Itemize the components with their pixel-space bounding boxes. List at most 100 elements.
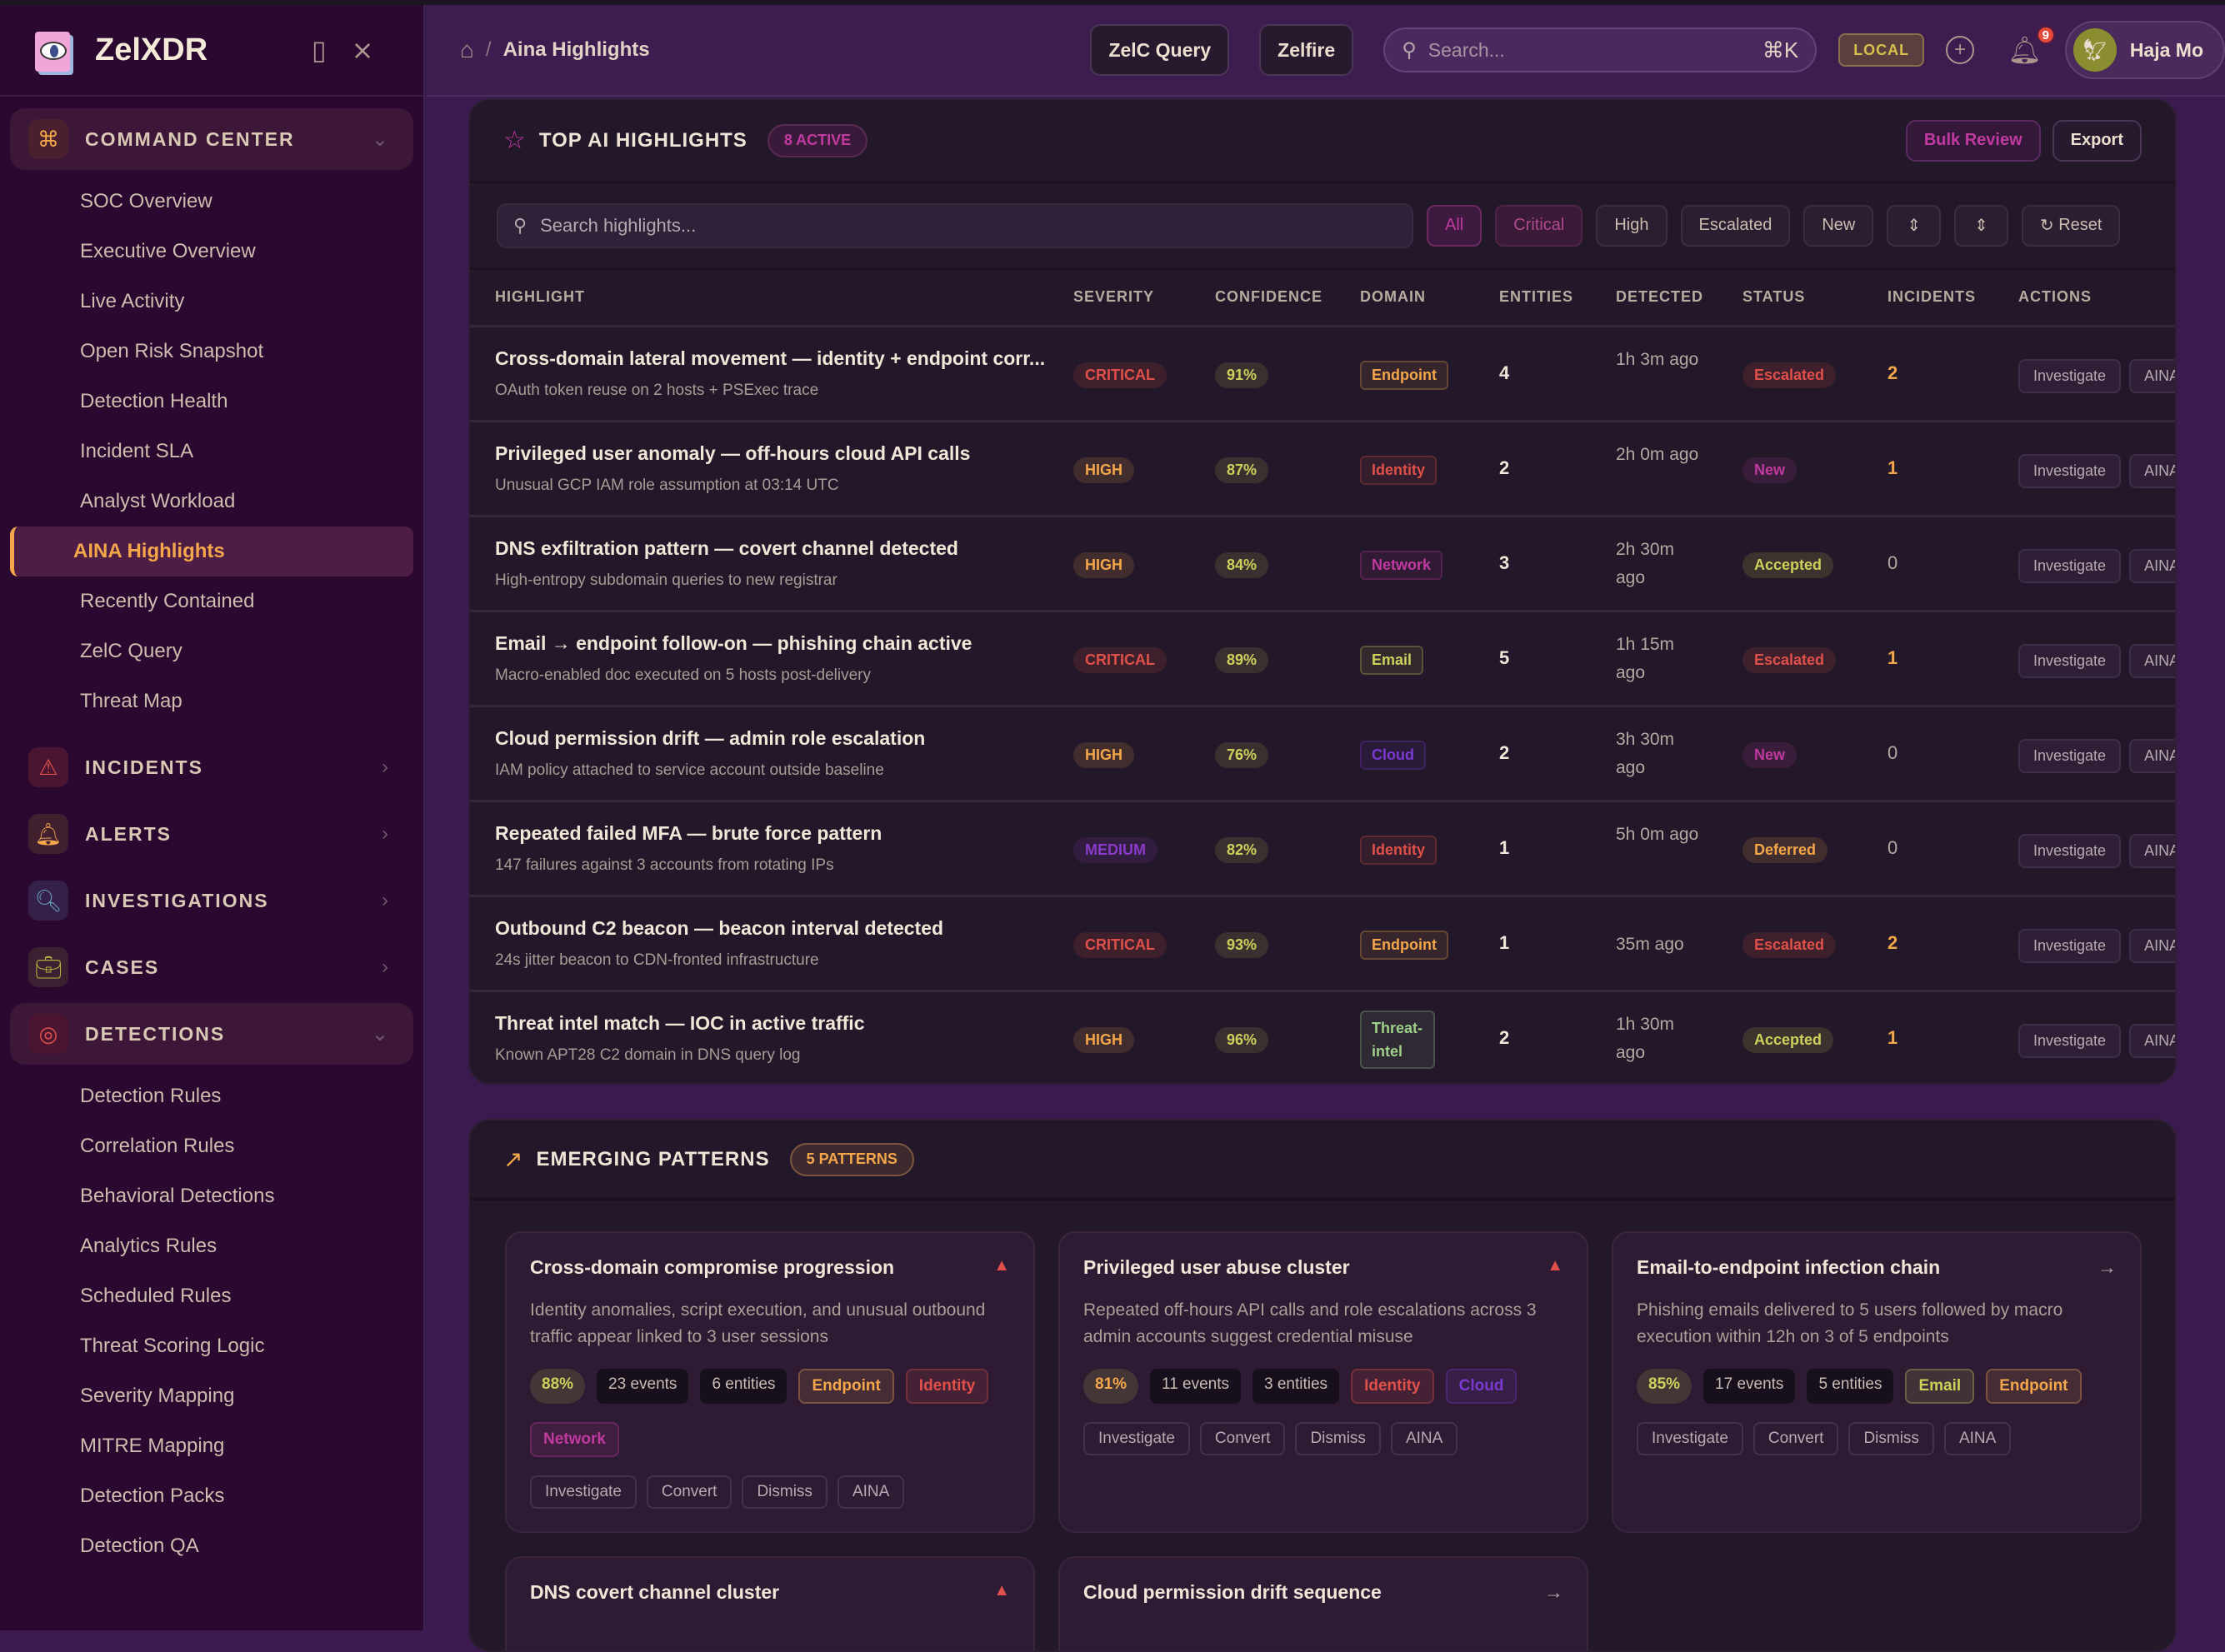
sidebar-item[interactable]: MITRE Mapping (80, 1435, 225, 1457)
filter-escalated[interactable]: Escalated (1680, 204, 1791, 247)
sidebar-item[interactable]: ZelC Query (80, 640, 182, 662)
aina-button[interactable]: AINA (2129, 739, 2175, 773)
sidebar-group-alerts[interactable]: 🔔︎ ALERTS › (10, 803, 413, 865)
aina-button[interactable]: AINA (2129, 644, 2175, 678)
sort-select-1[interactable]: ⇕ (1887, 204, 1942, 247)
dismiss-button[interactable]: Dismiss (1295, 1422, 1381, 1455)
home-icon[interactable]: ⌂ (460, 37, 474, 62)
sidebar-item[interactable]: Correlation Rules (80, 1135, 235, 1157)
sidebar-item[interactable]: Analyst Workload (80, 490, 236, 512)
user-menu[interactable]: 🦅︎ Haja Mo (2064, 21, 2225, 79)
sidebar-item[interactable]: SOC Overview (80, 190, 212, 212)
sidebar-item[interactable]: Scheduled Rules (80, 1285, 232, 1307)
convert-button[interactable]: Convert (1752, 1422, 1839, 1455)
sidebar-item[interactable]: Behavioral Detections (80, 1185, 275, 1207)
pattern-card[interactable]: Privileged user abuse cluster ▲ Repeated o… (1058, 1231, 1588, 1533)
trend-up-icon[interactable]: ▲ (1547, 1256, 1563, 1275)
sort-select-2[interactable]: ⇕ (1954, 204, 2008, 247)
aina-button[interactable]: AINA (2129, 454, 2175, 488)
investigate-button[interactable]: Investigate (2018, 739, 2122, 773)
table-row[interactable]: Cloud permission drift — admin role esca… (470, 705, 2175, 800)
aina-button[interactable]: AINA (2129, 929, 2175, 963)
highlight-title[interactable]: Email → endpoint follow-on — phishing ch… (495, 632, 972, 654)
investigate-button[interactable]: Investigate (1637, 1422, 1743, 1455)
table-row[interactable]: Email → endpoint follow-on — phishing ch… (470, 610, 2175, 705)
trend-up-icon[interactable]: ▲ (993, 1581, 1010, 1600)
table-row[interactable]: Repeated failed MFA — brute force patter… (470, 800, 2175, 895)
sidebar-item[interactable]: Severity Mapping (80, 1385, 235, 1407)
aina-button[interactable]: AINA (837, 1475, 905, 1509)
sidebar-item[interactable]: Detection Packs (80, 1485, 225, 1507)
sidebar-item[interactable]: Recently Contained (80, 590, 255, 612)
sidebar-group-command-center[interactable]: ⌘ COMMAND CENTER ⌄ (10, 108, 413, 170)
highlights-search-input[interactable]: ⚲ Search highlights... (497, 202, 1413, 248)
export-button[interactable]: Export (2052, 119, 2142, 162)
aina-button[interactable]: AINA (1943, 1422, 2012, 1455)
filter-new[interactable]: New (1803, 204, 1874, 247)
dismiss-button[interactable]: Dismiss (1848, 1422, 1934, 1455)
reset-button[interactable]: ↻ Reset (2021, 204, 2121, 247)
sidebar-item[interactable]: Detection Rules (80, 1085, 222, 1107)
table-row[interactable]: Threat intel match — IOC in active traff… (470, 990, 2175, 1083)
table-row[interactable]: Privileged user anomaly — off-hours clou… (470, 420, 2175, 515)
sidebar-item[interactable]: Threat Scoring Logic (80, 1335, 265, 1357)
sidebar-group-investigations[interactable]: 🔍︎ INVESTIGATIONS › (10, 870, 413, 931)
aina-button[interactable]: AINA (2129, 834, 2175, 868)
notifications-button[interactable]: 🔔︎ 9 (2008, 26, 2055, 66)
aina-button[interactable]: AINA (2129, 359, 2175, 393)
add-icon[interactable]: + (1946, 36, 1975, 64)
sidebar-item[interactable]: Live Activity (80, 290, 185, 312)
sidebar-item[interactable]: AINA Highlights (10, 527, 413, 576)
investigate-button[interactable]: Investigate (530, 1475, 637, 1509)
investigate-button[interactable]: Investigate (2018, 929, 2122, 963)
sidebar-item[interactable]: Open Risk Snapshot (80, 340, 264, 362)
global-search[interactable]: ⚲ Search... ⌘K (1383, 27, 1818, 72)
investigate-button[interactable]: Investigate (2018, 454, 2122, 488)
filter-critical[interactable]: Critical (1495, 204, 1583, 247)
pattern-card[interactable]: DNS covert channel cluster ▲ (505, 1556, 1035, 1650)
arrow-right-icon[interactable]: → (1544, 1581, 1563, 1603)
filter-all[interactable]: All (1427, 204, 1482, 247)
highlight-title[interactable]: Privileged user anomaly — off-hours clou… (495, 442, 971, 464)
investigate-button[interactable]: Investigate (2018, 834, 2122, 868)
dismiss-button[interactable]: Dismiss (742, 1475, 828, 1509)
convert-button[interactable]: Convert (1199, 1422, 1286, 1455)
zelfire-button[interactable]: Zelfire (1259, 24, 1354, 76)
sidebar-group-detections[interactable]: ◎ DETECTIONS ⌄ (10, 1003, 413, 1065)
investigate-button[interactable]: Investigate (1083, 1422, 1190, 1455)
highlight-title[interactable]: Cross-domain lateral movement — identity… (495, 347, 1046, 369)
investigate-button[interactable]: Investigate (2018, 644, 2122, 678)
sidebar-group-cases[interactable]: 💼︎ CASES › (10, 936, 413, 998)
highlight-title[interactable]: Cloud permission drift — admin role esca… (495, 727, 926, 749)
sidebar-item[interactable]: Executive Overview (80, 240, 256, 262)
highlight-title[interactable]: DNS exfiltration pattern — covert channe… (495, 537, 958, 559)
sidebar-group-incidents[interactable]: ⚠ INCIDENTS › (10, 736, 413, 798)
collapse-icon[interactable]: ⨯ (351, 35, 374, 65)
aina-button[interactable]: AINA (2129, 1024, 2175, 1058)
zelc-query-button[interactable]: ZelC Query (1090, 24, 1230, 76)
aina-button[interactable]: AINA (1390, 1422, 1458, 1455)
convert-button[interactable]: Convert (646, 1475, 732, 1509)
sidebar-item[interactable]: Incident SLA (80, 440, 194, 462)
sidebar-item[interactable]: Analytics Rules (80, 1235, 218, 1257)
table-row[interactable]: DNS exfiltration pattern — covert channe… (470, 515, 2175, 610)
investigate-button[interactable]: Investigate (2018, 1024, 2122, 1058)
investigate-button[interactable]: Investigate (2018, 359, 2122, 393)
pattern-card[interactable]: Email-to-endpoint infection chain → Phishi… (1612, 1231, 2142, 1533)
investigate-button[interactable]: Investigate (2018, 549, 2122, 583)
highlight-title[interactable]: Outbound C2 beacon — beacon interval det… (495, 917, 944, 939)
arrow-right-icon[interactable]: → (2098, 1256, 2117, 1278)
highlight-title[interactable]: Threat intel match — IOC in active traff… (495, 1012, 865, 1034)
sidebar-item[interactable]: Threat Map (80, 690, 182, 712)
sidebar-item[interactable]: Detection Health (80, 390, 228, 412)
pattern-card[interactable]: Cloud permission drift sequence → (1058, 1556, 1588, 1650)
aina-button[interactable]: AINA (2129, 549, 2175, 583)
highlight-title[interactable]: Repeated failed MFA — brute force patter… (495, 822, 882, 844)
bulk-review-button[interactable]: Bulk Review (1905, 119, 2041, 162)
sidebar-toggle-icon[interactable]: ▯ (312, 35, 327, 65)
pattern-card[interactable]: Cross-domain compromise progression ▲ Iden… (505, 1231, 1035, 1533)
table-row[interactable]: Cross-domain lateral movement — identity… (470, 325, 2175, 420)
sidebar-item[interactable]: Detection QA (80, 1535, 199, 1557)
table-row[interactable]: Outbound C2 beacon — beacon interval det… (470, 895, 2175, 990)
filter-high[interactable]: High (1596, 204, 1668, 247)
